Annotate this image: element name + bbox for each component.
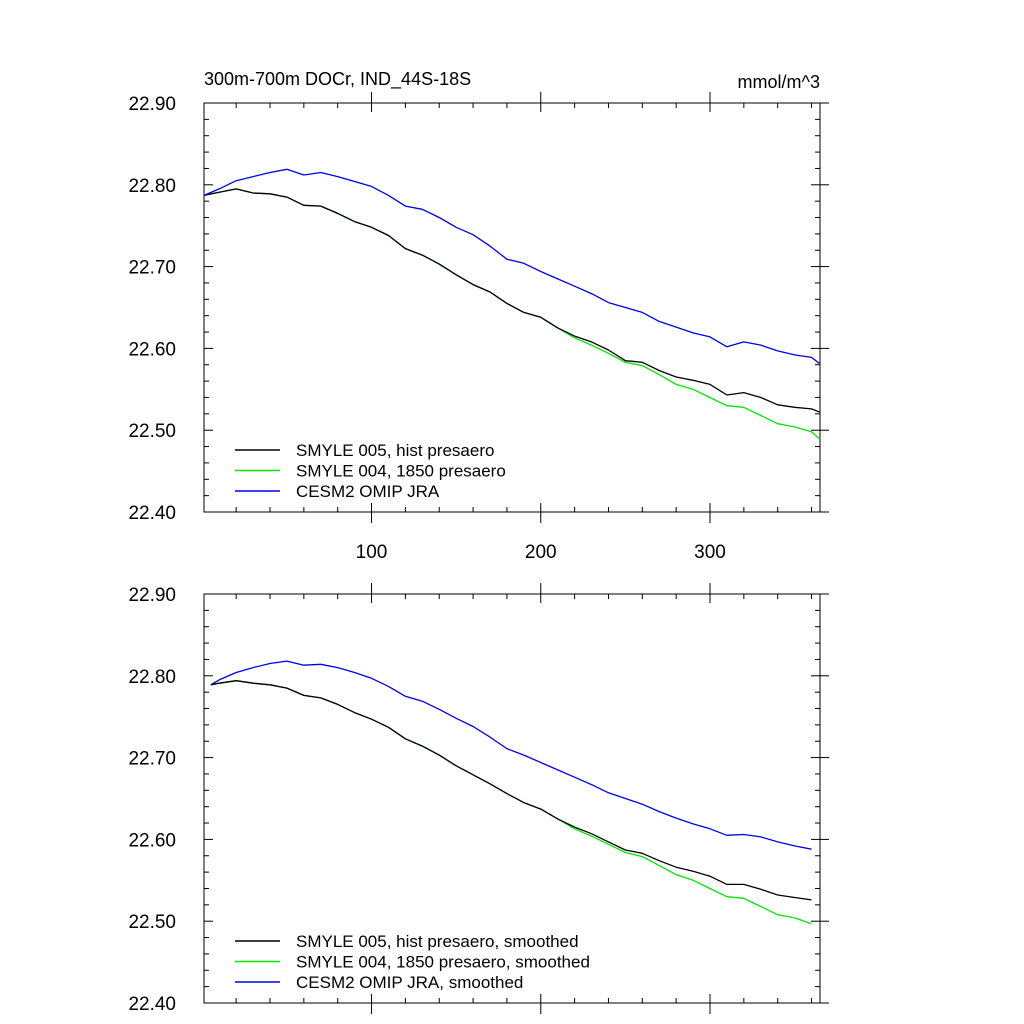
series-line-2 bbox=[210, 680, 812, 925]
y-tick-label: 22.60 bbox=[128, 339, 176, 360]
x-tick-label: 200 bbox=[525, 542, 557, 563]
top-panel: 22.40 22.50 22.60 22.70 22.80 22.90 100 200 300 3… bbox=[128, 69, 829, 563]
y-tick-label: 22.90 bbox=[128, 585, 176, 606]
y-tick-label: 22.60 bbox=[128, 830, 176, 851]
plot-frame bbox=[203, 102, 821, 513]
chart-title: 300m-700m DOCr, IND_44S-18S bbox=[204, 69, 471, 90]
legend-label: SMYLE 005, hist presaero bbox=[296, 441, 494, 460]
series-line-3 bbox=[210, 660, 812, 850]
plot-frame bbox=[203, 593, 821, 1004]
y-tick-label: 22.40 bbox=[128, 503, 176, 524]
y-tick-label: 22.70 bbox=[128, 749, 176, 770]
x-tick-label: 300 bbox=[694, 542, 726, 563]
bottom-panel: 22.40 22.50 22.60 22.70 22.80 22.90 SMYLE 005,… bbox=[128, 583, 829, 1015]
y-tick-label: 22.50 bbox=[128, 912, 176, 933]
series-line-1 bbox=[203, 188, 821, 413]
y-tick-label: 22.40 bbox=[128, 994, 176, 1015]
series-line-3 bbox=[203, 168, 821, 365]
legend-label: CESM2 OMIP JRA bbox=[296, 482, 440, 501]
legend-label: SMYLE 005, hist presaero, smoothed bbox=[296, 932, 579, 951]
y-tick-label: 22.90 bbox=[128, 94, 176, 115]
series-line-2 bbox=[203, 188, 821, 440]
y-tick-label: 22.50 bbox=[128, 421, 176, 442]
y-tick-label: 22.70 bbox=[128, 258, 176, 279]
y-tick-label: 22.80 bbox=[128, 667, 176, 688]
legend-label: SMYLE 004, 1850 presaero bbox=[296, 462, 506, 481]
legend-label: CESM2 OMIP JRA, smoothed bbox=[296, 973, 523, 992]
x-tick-label: 100 bbox=[356, 542, 388, 563]
series-line-1 bbox=[210, 680, 812, 901]
units-label: mmol/m^3 bbox=[738, 72, 820, 92]
legend-label: SMYLE 004, 1850 presaero, smoothed bbox=[296, 953, 590, 972]
y-tick-label: 22.80 bbox=[128, 176, 176, 197]
